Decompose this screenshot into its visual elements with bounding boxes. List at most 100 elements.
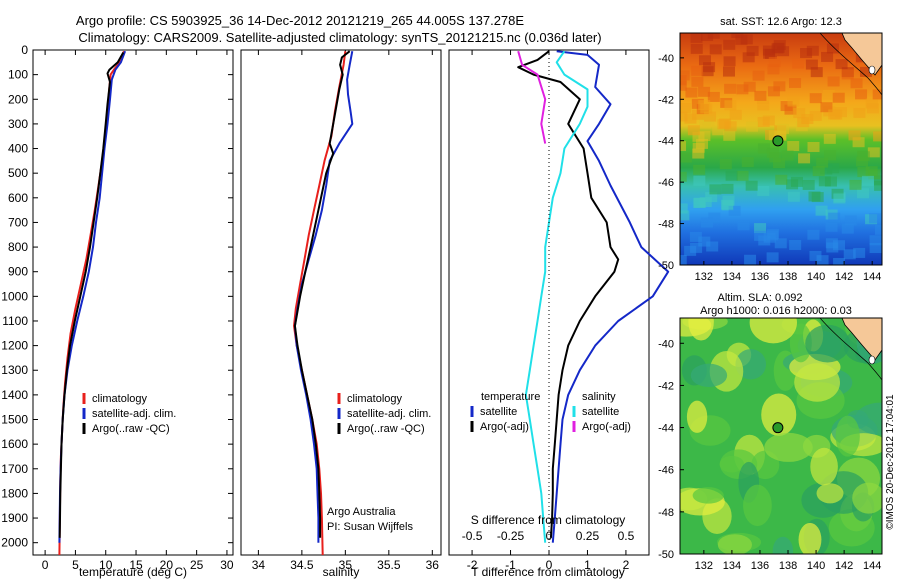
sst-cell <box>680 171 687 182</box>
sst-cell <box>824 176 837 187</box>
sst-cell <box>787 96 800 107</box>
y-tick-label: 700 <box>8 215 28 229</box>
y-tick-label: 200 <box>8 92 28 106</box>
y-tick-label: 1500 <box>1 413 28 427</box>
map-y-tick-label: -44 <box>658 423 674 435</box>
y-tick-label: 1100 <box>2 314 28 328</box>
sst-cell <box>852 137 865 148</box>
sst-cell <box>809 250 822 261</box>
s-difference-axis: -0.5 -0.25 0 0.25 0.5 <box>462 529 635 543</box>
sst-cell <box>850 78 863 89</box>
sst-cell <box>680 152 692 163</box>
sst-cell <box>771 43 784 54</box>
top-tick-label: 0.5 <box>618 529 635 543</box>
series-line <box>58 50 127 543</box>
sla-cell <box>717 534 752 554</box>
t-difference-axis: -2 -1 0 1 2 <box>467 50 630 572</box>
sla-cell <box>816 483 844 504</box>
legend-label: Argo(..raw -QC) <box>347 423 425 435</box>
sst-cell <box>754 230 767 241</box>
sst-cell <box>861 175 874 186</box>
sla-land-contour <box>819 318 882 381</box>
sst-cell <box>859 66 872 77</box>
sst-cell <box>680 203 688 214</box>
sst-cell <box>723 56 736 67</box>
map-x-tick-label: 134 <box>723 271 741 283</box>
sst-cell <box>708 212 721 223</box>
sst-map-axes: 132 134 136 138 140 142 144 -40 -42 -44 -46 -48 -50 <box>658 53 881 283</box>
y-tick-label: 600 <box>8 191 28 205</box>
sla-map-axes: 132 134 136 138 140 142 144 -40 -42 -44 -46 -48 -50 <box>658 338 881 572</box>
sst-cell <box>742 52 755 63</box>
sst-cell <box>723 39 736 50</box>
sst-cell <box>693 164 706 175</box>
sst-cell <box>857 167 870 178</box>
salinity-axis: 34 34.5 35 35.5 36 <box>252 50 439 572</box>
sst-cell <box>741 157 754 168</box>
x-tick-label: -2 <box>467 558 478 572</box>
sst-cell <box>874 224 882 235</box>
x-tick-label: 20 <box>160 558 174 572</box>
temperature-panel: 0100200300400500600700800900100011001200… <box>1 43 234 579</box>
sst-cell <box>690 242 703 253</box>
sla-cell <box>764 432 813 462</box>
sst-cell <box>857 188 870 199</box>
sla-cell <box>743 484 772 527</box>
sst-cell <box>680 80 687 91</box>
t-difference-axis-label: T difference from climatology <box>471 565 625 579</box>
sst-cell <box>789 77 802 88</box>
sst-profile-location <box>772 135 784 147</box>
map-x-tick-label: 142 <box>835 271 853 283</box>
sst-cell <box>856 156 869 167</box>
sst-land <box>841 33 882 76</box>
map-y-tick-label: -40 <box>658 338 674 350</box>
sst-cell <box>843 249 856 260</box>
sst-cell <box>721 183 734 194</box>
sst-cell <box>692 142 705 153</box>
salinity-panel: 34 34.5 35 35.5 36 climatology satellite-adj.… <box>240 49 442 579</box>
sst-cell <box>698 86 711 97</box>
sst-cell <box>746 121 759 132</box>
map-y-tick-label: -48 <box>658 507 674 519</box>
sst-cell <box>865 98 878 109</box>
sst-cell <box>722 66 735 77</box>
sst-cell <box>700 217 713 228</box>
sst-cell <box>820 102 833 113</box>
map-x-tick-label: 132 <box>695 560 713 572</box>
sst-cell <box>774 238 787 249</box>
map-x-tick-label: 138 <box>779 271 797 283</box>
sst-cell <box>798 153 811 164</box>
sst-cell <box>767 64 780 75</box>
sst-cell <box>698 55 711 66</box>
x-tick-label: 34.5 <box>290 558 314 572</box>
sla-island <box>868 355 876 365</box>
sla-map-title-2: Argo h1000: 0.016 h2000: 0.03 <box>700 305 852 317</box>
top-tick-label: -0.5 <box>462 529 483 543</box>
sst-cell <box>800 48 813 59</box>
map-y-tick-label: -50 <box>658 260 674 272</box>
y-tick-label: 1700 <box>1 462 28 476</box>
sst-cell <box>757 116 770 127</box>
sst-cell <box>812 166 825 177</box>
map-y-tick-label: -44 <box>658 136 674 148</box>
sst-cell <box>816 157 829 168</box>
sst-cell <box>725 170 738 181</box>
sst-cell <box>680 141 687 152</box>
sst-map: sat. SST: 12.6 Argo: 12.3 132 134 136 138 14… <box>658 16 883 283</box>
sst-cell <box>685 87 698 98</box>
sst-cell <box>719 159 732 170</box>
sst-cell <box>869 213 882 224</box>
y-tick-label: 1300 <box>1 363 28 377</box>
sla-map-frame <box>679 317 883 555</box>
sla-cell <box>852 482 882 514</box>
sst-cell <box>848 130 861 141</box>
sst-cell <box>844 215 857 226</box>
sst-map-frame <box>679 32 883 266</box>
map-x-tick-label: 134 <box>723 560 741 572</box>
series-line <box>293 51 354 543</box>
sst-cell <box>787 191 800 202</box>
sst-cell <box>865 166 878 177</box>
sst-cell <box>802 179 815 190</box>
sst-cell <box>818 176 831 187</box>
sst-cell <box>719 118 732 129</box>
